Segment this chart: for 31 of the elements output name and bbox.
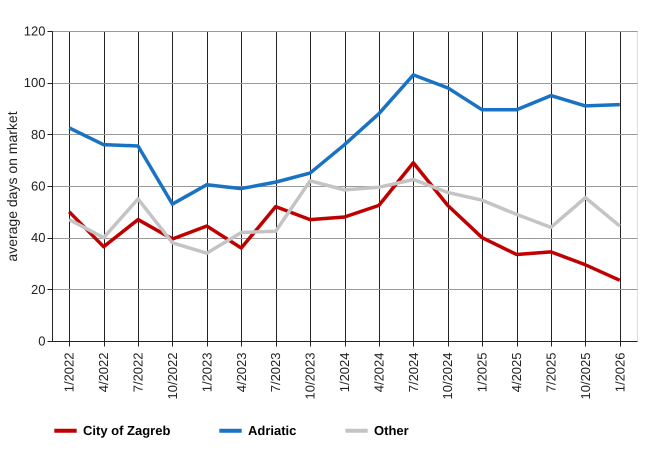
x-tick-label: 7/2023 [268, 352, 284, 392]
x-tick-label: 7/2022 [130, 352, 146, 392]
x-tick-label: 10/2025 [578, 352, 593, 400]
legend-label: City of Zagreb [83, 422, 170, 438]
x-tick-label: 7/2024 [406, 352, 421, 392]
x-tick-label: 1/2026 [612, 352, 628, 392]
x-tick-label: 10/2022 [164, 352, 180, 400]
x-tick-label: 1/2023 [199, 352, 214, 392]
line-series [67, 161, 622, 282]
x-tick-label: 10/2023 [302, 352, 318, 400]
y-tick-label: 60 [31, 178, 46, 194]
x-tick-label: 1/2024 [337, 352, 352, 392]
y-tick-label: 100 [24, 75, 46, 90]
legend-label: Adriatic [248, 422, 296, 438]
x-tick-label: 4/2023 [234, 352, 249, 392]
y-tick-label: 40 [31, 230, 46, 246]
x-tick-label: 1/2022 [62, 352, 77, 392]
line-series [67, 73, 622, 206]
x-tick-label: 1/2025 [474, 352, 490, 392]
x-tick-label: 4/2024 [371, 352, 386, 392]
y-tick-label: 120 [24, 24, 46, 38]
y-tick-label: 20 [31, 282, 46, 297]
y-axis-title: average days on market [4, 111, 20, 262]
x-tick-label: 4/2025 [509, 352, 524, 392]
x-tick-label: 7/2025 [543, 352, 558, 392]
x-tick-label: 4/2022 [96, 352, 112, 392]
y-tick-label: 0 [38, 334, 46, 348]
line-series [67, 178, 622, 255]
x-tick-label: 10/2024 [440, 352, 456, 400]
legend-label: Other [374, 422, 409, 438]
y-tick-label: 80 [31, 126, 46, 142]
